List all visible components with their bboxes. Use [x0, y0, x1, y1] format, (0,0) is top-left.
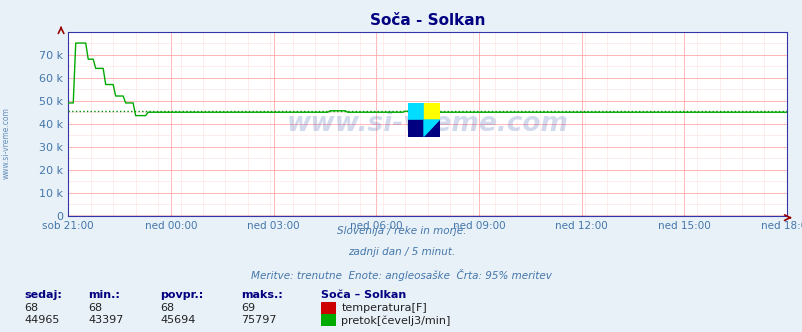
- Text: zadnji dan / 5 minut.: zadnji dan / 5 minut.: [347, 247, 455, 257]
- Text: min.:: min.:: [88, 290, 120, 300]
- Polygon shape: [423, 120, 439, 136]
- Text: pretok[čevelj3/min]: pretok[čevelj3/min]: [341, 315, 450, 326]
- Text: maks.:: maks.:: [241, 290, 282, 300]
- Text: sedaj:: sedaj:: [24, 290, 62, 300]
- Bar: [423, 103, 439, 120]
- Text: 68: 68: [24, 303, 38, 313]
- Text: Soča – Solkan: Soča – Solkan: [321, 290, 406, 300]
- Text: 68: 68: [88, 303, 103, 313]
- Text: 75797: 75797: [241, 315, 276, 325]
- Text: 45694: 45694: [160, 315, 196, 325]
- Polygon shape: [423, 120, 439, 136]
- Text: Meritve: trenutne  Enote: angleosaške  Črta: 95% meritev: Meritve: trenutne Enote: angleosaške Črt…: [251, 269, 551, 281]
- Bar: [407, 103, 423, 120]
- Text: 69: 69: [241, 303, 255, 313]
- Text: temperatura[F]: temperatura[F]: [341, 303, 427, 313]
- Text: 43397: 43397: [88, 315, 124, 325]
- Text: 44965: 44965: [24, 315, 59, 325]
- Text: www.si-vreme.com: www.si-vreme.com: [286, 111, 568, 137]
- Text: povpr.:: povpr.:: [160, 290, 204, 300]
- Text: Slovenija / reke in morje.: Slovenija / reke in morje.: [336, 226, 466, 236]
- Bar: [407, 120, 423, 136]
- Text: www.si-vreme.com: www.si-vreme.com: [2, 107, 11, 179]
- Title: Soča - Solkan: Soča - Solkan: [370, 13, 484, 28]
- Text: 68: 68: [160, 303, 175, 313]
